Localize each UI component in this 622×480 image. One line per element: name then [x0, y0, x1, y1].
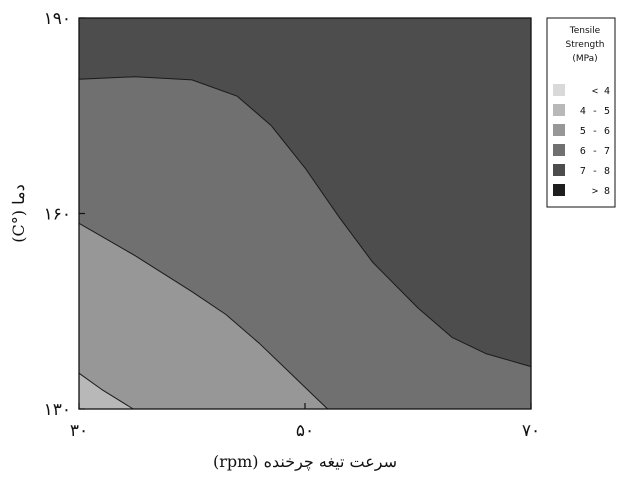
- legend-swatch: [553, 144, 565, 156]
- y-axis-title: دما (°C): [9, 184, 28, 242]
- legend-label: 5 - 6: [580, 126, 610, 137]
- x-axis-title: سرعت تیغه چرخنده (rpm): [213, 452, 397, 471]
- y-tick-label: ۱۶۰: [44, 205, 71, 225]
- y-tick-label: ۱۹۰: [44, 9, 71, 29]
- legend-swatch: [553, 184, 565, 196]
- legend-items: < 4 4 - 5 5 - 6 6 - 7 7 - 8 > 8: [553, 84, 610, 197]
- legend-label: > 8: [592, 186, 610, 197]
- legend-swatch: [553, 164, 565, 176]
- x-tick-label: ۳۰: [70, 421, 88, 441]
- axis-ticks: ۳۰ ۵۰ ۷۰ ۱۳۰ ۱۶۰ ۱۹۰: [44, 9, 541, 441]
- legend-swatch: [553, 84, 565, 96]
- contour-regions: [78, 17, 532, 410]
- legend-label: 4 - 5: [580, 106, 610, 117]
- legend-title-line: Strength: [566, 40, 605, 50]
- legend-title-line: (MPa): [572, 54, 597, 64]
- x-tick-label: ۷۰: [522, 421, 540, 441]
- legend-title-line: Tensile: [569, 26, 601, 36]
- legend-swatch: [553, 104, 565, 116]
- legend: Tensile Strength (MPa) < 4 4 - 5 5 - 6 6 - …: [546, 17, 616, 208]
- y-tick-label: ۱۳۰: [44, 400, 71, 420]
- legend-label: 7 - 8: [580, 166, 610, 177]
- legend-swatch: [553, 124, 565, 136]
- legend-label: < 4: [592, 86, 610, 97]
- x-tick-label: ۵۰: [296, 421, 314, 441]
- legend-label: 6 - 7: [580, 146, 610, 157]
